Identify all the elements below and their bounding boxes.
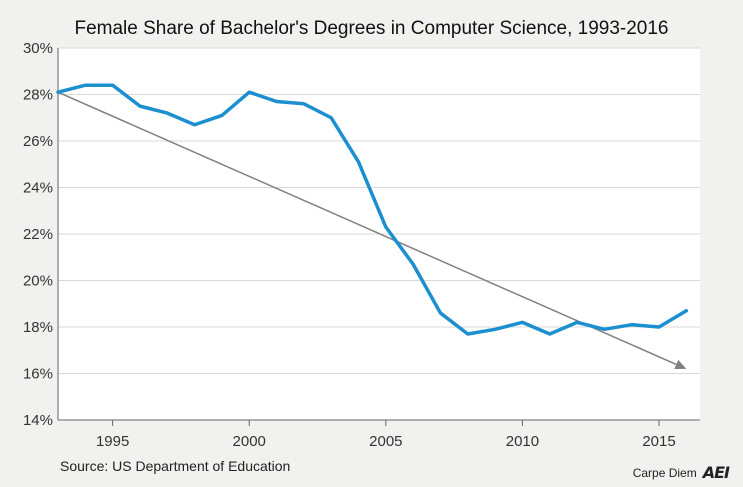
trend-arrowhead <box>674 359 687 369</box>
x-tick-label: 1995 <box>96 433 129 450</box>
y-axis-ticks: 14% 16% 18% 20% 22% 24% 26% 28% 30% <box>23 40 53 429</box>
trend-line <box>57 91 677 366</box>
axes <box>57 48 700 421</box>
x-tick-label: 2010 <box>506 433 539 450</box>
x-tick-label: 2000 <box>233 433 266 450</box>
y-tick-label: 16% <box>23 366 53 383</box>
y-tick-label: 20% <box>23 273 53 290</box>
y-tick-label: 24% <box>23 180 53 197</box>
chart-title: Female Share of Bachelor's Degrees in Co… <box>74 18 669 39</box>
y-tick-label: 28% <box>23 87 53 104</box>
brand: Carpe Diem AEI <box>632 463 730 482</box>
source-note: Source: US Department of Education <box>60 458 291 474</box>
y-tick-label: 26% <box>23 133 53 150</box>
aei-logo: AEI <box>702 463 730 482</box>
y-tick-label: 22% <box>23 226 53 243</box>
brand-name: Carpe Diem <box>632 465 697 480</box>
y-tick-label: 18% <box>23 319 53 336</box>
y-tick-label: 30% <box>23 40 53 57</box>
x-axis-ticks: 1995 2000 2005 2010 2015 <box>96 420 676 450</box>
x-tick-label: 2015 <box>642 433 675 450</box>
series-line <box>56 83 689 336</box>
gridlines <box>58 47 700 374</box>
x-tick-label: 2005 <box>369 433 402 450</box>
y-tick-label: 14% <box>23 412 53 429</box>
series-group <box>56 83 689 336</box>
trend-line-group <box>57 91 687 369</box>
